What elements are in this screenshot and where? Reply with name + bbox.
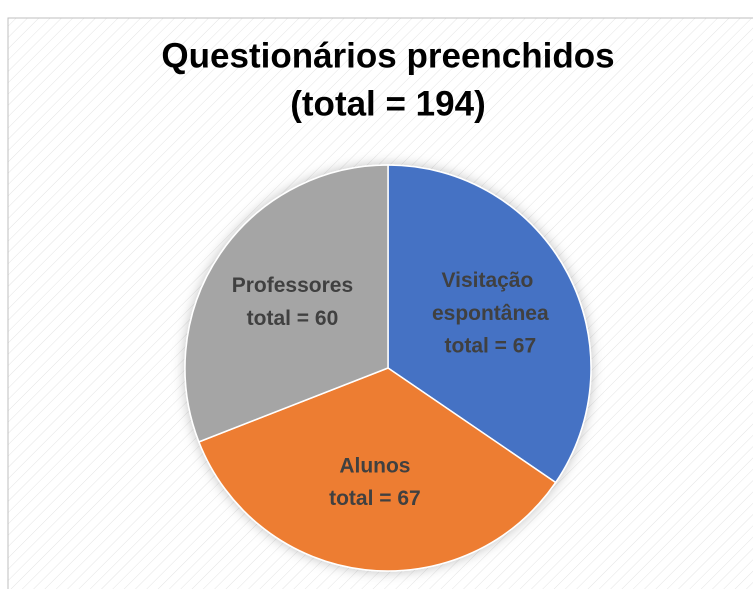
chart-subtitle: (total = 194)	[290, 84, 485, 123]
slice-value-label: total = 67	[445, 335, 537, 358]
slice-value-label: total = 60	[247, 307, 339, 330]
pie-slice	[197, 367, 557, 572]
slice-label: Visitação espontânea	[432, 269, 549, 325]
slice-value-label: total = 67	[329, 487, 421, 510]
pie	[184, 164, 592, 572]
pie-slice	[387, 164, 592, 484]
chart-title: Questionários preenchidos	[161, 36, 614, 75]
slice-label: Professores	[232, 274, 353, 297]
pie-slice	[184, 164, 389, 443]
slice-label: Alunos	[339, 454, 410, 477]
